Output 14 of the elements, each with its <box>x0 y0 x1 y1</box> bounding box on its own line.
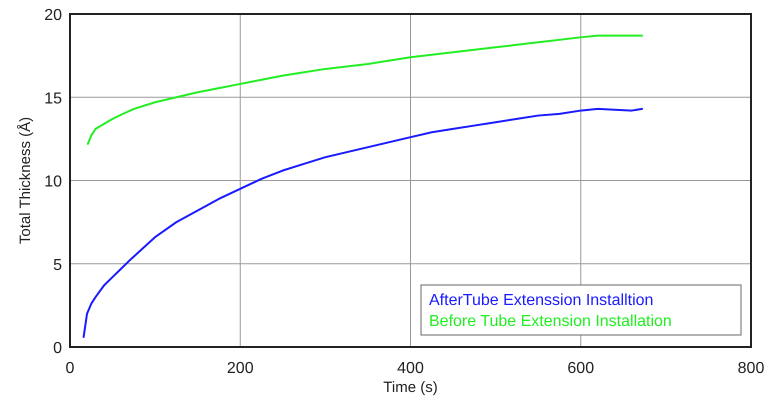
y-tick-label: 10 <box>44 174 62 190</box>
x-tick-label: 200 <box>226 360 254 377</box>
y-axis-title: Total Thickness (Å) <box>16 116 34 244</box>
x-axis-title: Time (s) <box>383 379 438 396</box>
x-tick-label: 600 <box>567 360 594 377</box>
x-tick-label: 800 <box>738 360 764 377</box>
y-tick-label: 0 <box>53 340 62 357</box>
line-series <box>86 34 644 145</box>
y-tick-label: 5 <box>53 256 62 274</box>
legend: AfterTube Extenssion Installtion Before Tube Extension Installation <box>420 284 742 336</box>
x-tick-label: 0 <box>66 360 75 377</box>
y-tick-label: 20 <box>44 7 62 24</box>
x-tick-label: 400 <box>397 360 424 377</box>
y-tick-label: 15 <box>44 90 62 108</box>
